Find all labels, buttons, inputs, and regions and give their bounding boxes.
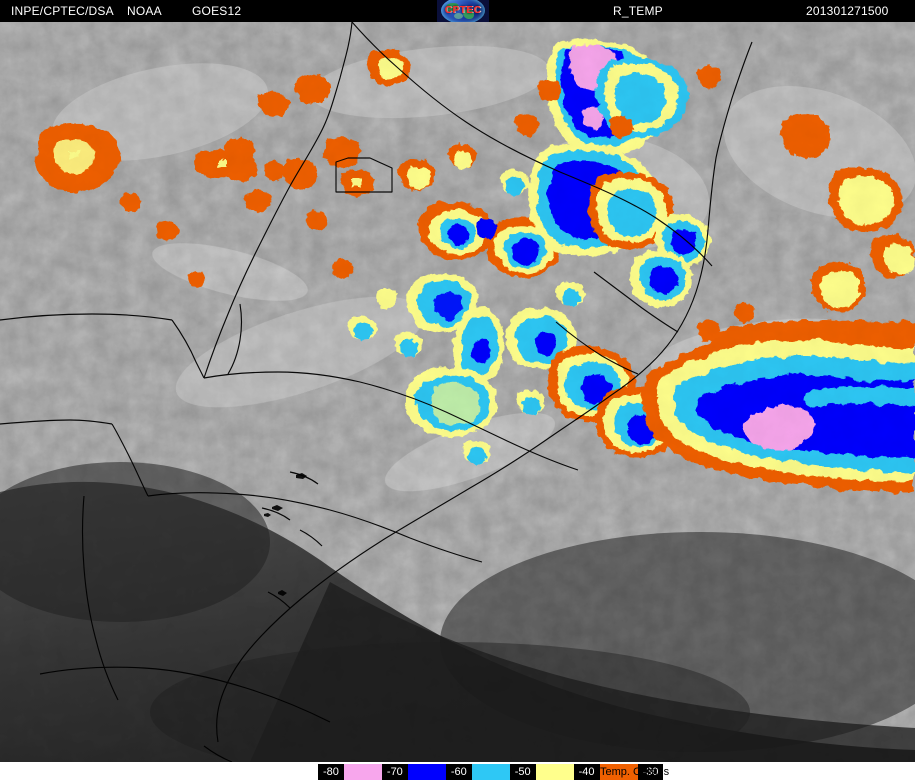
globe-landmass-icon xyxy=(446,3,459,12)
globe-landmass-icon xyxy=(463,9,474,19)
header-product: R_TEMP xyxy=(613,4,663,18)
legend-swatch-yellow xyxy=(535,764,574,780)
logo-label: CPTEC xyxy=(444,5,482,16)
header-bar: INPE/CPTEC/DSA NOAA GOES12 R_TEMP 201301… xyxy=(0,0,915,22)
header-timestamp: 201301271500 xyxy=(806,4,889,18)
legend-bar: -80 -70 -60 -50 -40 -30 Temp. Celsius xyxy=(0,762,915,782)
cptec-globe-icon[interactable]: CPTEC xyxy=(437,0,489,22)
legend-swatch-orange xyxy=(599,764,638,780)
legend-swatch-pink xyxy=(343,764,382,780)
legend-label-minus60: -60 xyxy=(445,764,472,780)
legend-label-minus70: -70 xyxy=(381,764,408,780)
legend-label-minus50: -50 xyxy=(509,764,536,780)
legend-label-minus40: -40 xyxy=(573,764,600,780)
legend-label-minus30: -30 xyxy=(637,764,664,780)
infrared-cloud-field xyxy=(0,22,915,762)
header-agency: NOAA xyxy=(127,4,162,18)
header-institute: INPE/CPTEC/DSA xyxy=(11,4,114,18)
globe-landmass-icon xyxy=(454,13,463,19)
legend-swatch-blue xyxy=(407,764,446,780)
legend-swatch-cyan xyxy=(471,764,510,780)
legend-title: Temp. Celsius xyxy=(600,766,670,778)
temperature-colorbar: -80 -70 -60 -50 -40 -30 xyxy=(318,764,664,780)
satellite-image-canvas xyxy=(0,22,915,762)
legend-label-minus80: -80 xyxy=(318,764,344,780)
header-satellite: GOES12 xyxy=(192,4,242,18)
